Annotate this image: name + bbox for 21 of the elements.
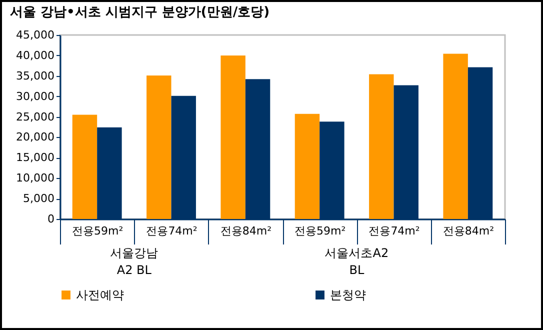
text: 서울서초A2 BL: [324, 246, 389, 277]
y-tick-label: 15,000: [16, 151, 54, 164]
x-tick-label: 전용59m²: [72, 224, 124, 238]
y-tick-label: 30,000: [16, 90, 54, 103]
y-tick-label: 5,000: [23, 192, 54, 206]
legend-label: 사전예약: [76, 288, 124, 302]
y-tick-label: 0: [48, 212, 54, 226]
y-tick-label: 20,000: [16, 130, 54, 144]
x-tick-label: 전용74m²: [368, 224, 420, 238]
y-tick-label: 45,000: [16, 28, 54, 42]
y-tick-label: 35,000: [16, 69, 54, 82]
chart-title: 서울 강남•서초 시범지구 분양가(만원/호당): [10, 5, 270, 20]
y-tick-label: 40,000: [16, 48, 54, 62]
x-tick-label: 전용84m²: [220, 224, 272, 238]
x-tick-label: 전용74m²: [146, 224, 198, 238]
y-tick-label: 25,000: [16, 110, 54, 124]
legend-label: 본청약: [330, 288, 366, 302]
x-tick-label: 전용59m²: [294, 224, 346, 238]
x-tick-label: 전용84m²: [442, 224, 494, 238]
text: 서울강남 A2 BL: [110, 246, 158, 277]
y-tick-label: 10,000: [16, 172, 54, 185]
